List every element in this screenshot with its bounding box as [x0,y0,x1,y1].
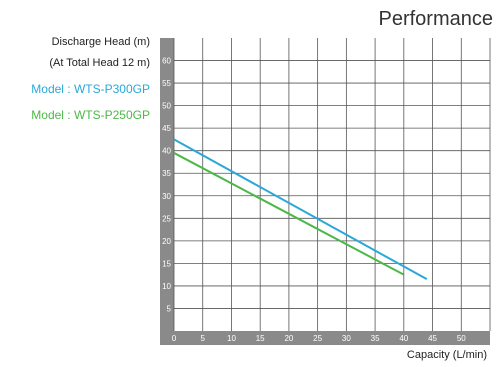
y-tick-label-50: 50 [162,102,171,111]
y-tick-label-5: 5 [167,304,172,313]
x-tick-label-10: 10 [227,334,236,343]
x-tick-label-40: 40 [399,334,408,343]
chart-title: Performance [378,8,494,30]
y-tick-label-35: 35 [162,169,171,178]
series-line-wts-p250gp [173,152,405,276]
series-line-wts-p300gp [173,138,428,281]
y-tick-label-20: 20 [162,237,171,246]
y-tick-label-55: 55 [162,79,171,88]
x-tick-label-25: 25 [313,334,322,343]
legend-entry-wts-p250gp: Model : WTS-P250GP [31,108,150,122]
x-tick-label-5: 5 [201,334,206,343]
x-tick-label-0: 0 [172,334,177,343]
y-tick-label-40: 40 [162,147,171,156]
x-tick-label-45: 45 [428,334,437,343]
y-tick-label-10: 10 [162,282,171,291]
x-axis-band [160,331,490,345]
y-tick-label-25: 25 [162,214,171,223]
y-tick-label-60: 60 [162,57,171,66]
x-tick-label-35: 35 [371,334,380,343]
x-tick-label-30: 30 [342,334,351,343]
y-tick-label-15: 15 [162,259,171,268]
x-tick-label-20: 20 [284,334,293,343]
y-axis-band [160,38,174,345]
x-tick-label-50: 50 [457,334,466,343]
x-tick-label-15: 15 [256,334,265,343]
y-axis-label-line-2: (At Total Head 12 m) [49,57,150,69]
x-axis-label: Capacity (L/min) [406,349,487,361]
y-tick-label-45: 45 [162,124,171,133]
legend-entry-wts-p300gp: Model : WTS-P300GP [31,82,150,96]
y-axis-label-line-1: Discharge Head (m) [51,36,150,48]
y-tick-label-30: 30 [162,192,171,201]
